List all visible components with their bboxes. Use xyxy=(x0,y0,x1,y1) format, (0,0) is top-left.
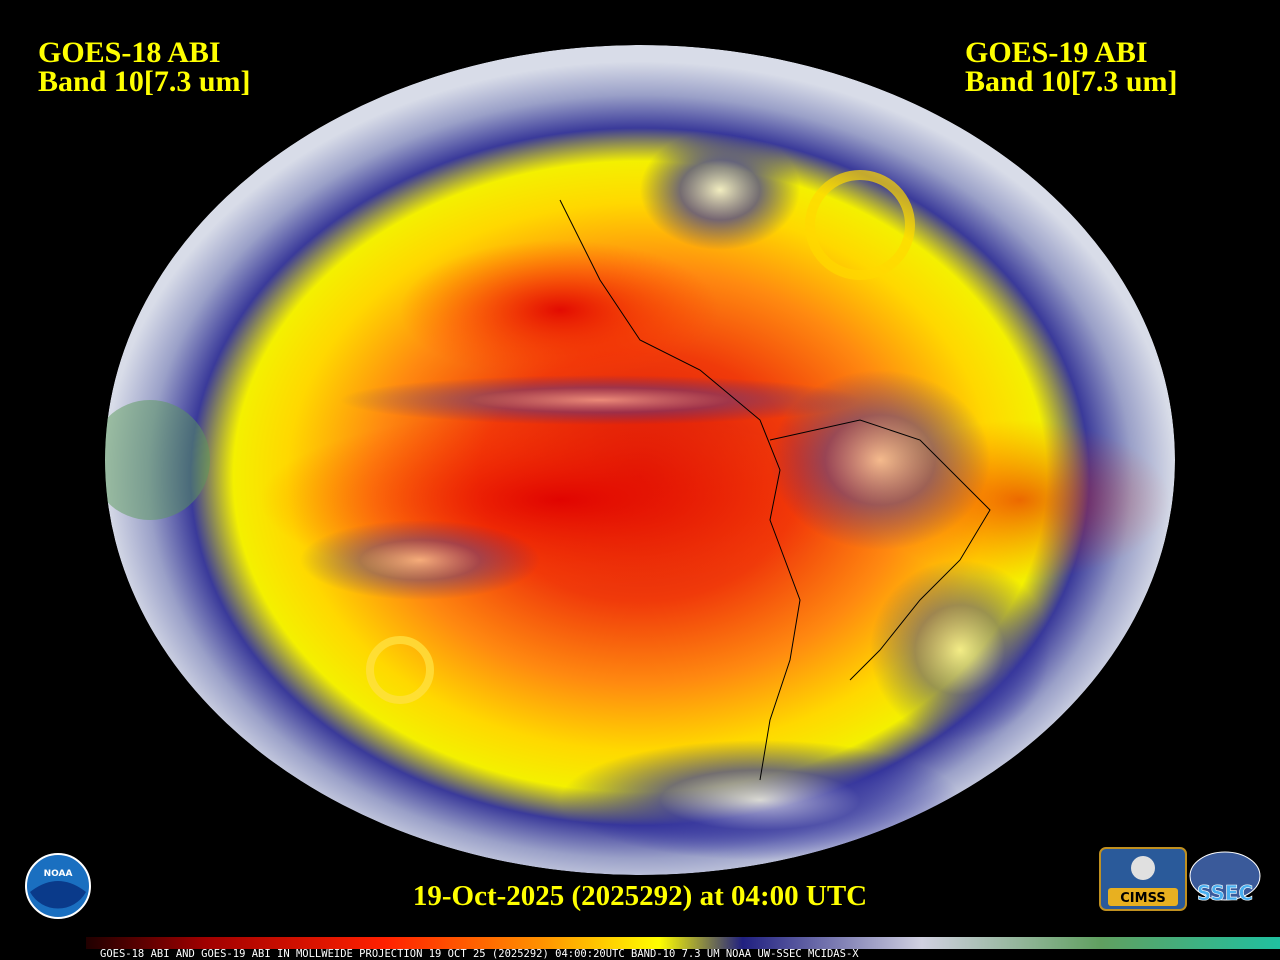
noaa-logo: NOAA xyxy=(25,853,91,919)
left-header-line2: Band 10[7.3 um] xyxy=(38,65,251,98)
right-header-line1: GOES-19 ABI xyxy=(965,36,1148,69)
left-header-line1: GOES-18 ABI xyxy=(38,36,221,69)
globe xyxy=(105,45,1175,875)
noaa-label: NOAA xyxy=(44,869,73,879)
footer-caption: GOES-18 ABI AND GOES-19 ABI IN MOLLWEIDE… xyxy=(100,948,859,960)
cimss-label: CIMSS xyxy=(1120,891,1165,906)
cimss-logo: CIMSS xyxy=(1099,847,1187,911)
right-header-line2: Band 10[7.3 um] xyxy=(965,65,1178,98)
timestamp: 19-Oct-2025 (2025292) at 04:00 UTC xyxy=(413,880,867,912)
ssec-logo: SSEC xyxy=(1189,851,1261,905)
ssec-label: SSEC xyxy=(1197,881,1253,905)
color-bar xyxy=(86,937,1280,949)
